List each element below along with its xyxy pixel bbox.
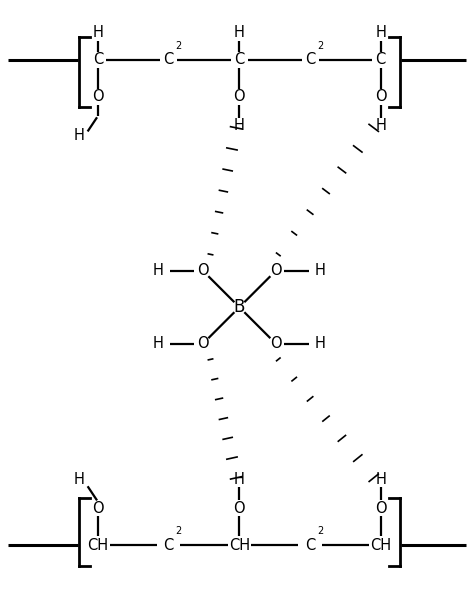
Text: H: H xyxy=(234,25,245,40)
Text: C: C xyxy=(375,52,386,67)
Text: H: H xyxy=(92,25,103,40)
Text: H: H xyxy=(153,336,164,352)
Text: CH: CH xyxy=(370,538,391,553)
Text: H: H xyxy=(73,128,84,143)
Text: O: O xyxy=(197,336,209,352)
Text: C: C xyxy=(164,538,174,553)
Text: CH: CH xyxy=(229,538,250,553)
Text: O: O xyxy=(234,89,245,104)
Text: H: H xyxy=(234,119,245,133)
Text: H: H xyxy=(315,263,326,278)
Text: O: O xyxy=(375,89,386,104)
Text: H: H xyxy=(153,263,164,278)
Text: O: O xyxy=(234,501,245,516)
Text: H: H xyxy=(375,25,386,40)
Text: O: O xyxy=(197,263,209,278)
Text: O: O xyxy=(375,501,386,516)
Text: C: C xyxy=(234,52,245,67)
Text: C: C xyxy=(93,52,103,67)
Text: O: O xyxy=(92,89,104,104)
Text: 2: 2 xyxy=(317,41,323,51)
Text: 2: 2 xyxy=(317,526,323,536)
Text: H: H xyxy=(375,472,386,486)
Text: H: H xyxy=(315,336,326,352)
Text: 2: 2 xyxy=(175,526,182,536)
Text: B: B xyxy=(234,298,245,316)
Text: C: C xyxy=(305,52,315,67)
Text: 2: 2 xyxy=(175,41,182,51)
Text: H: H xyxy=(234,472,245,486)
Text: O: O xyxy=(270,336,282,352)
Text: O: O xyxy=(270,263,282,278)
Text: CH: CH xyxy=(87,538,109,553)
Text: H: H xyxy=(73,472,84,486)
Text: C: C xyxy=(164,52,174,67)
Text: H: H xyxy=(375,119,386,133)
Text: O: O xyxy=(92,501,104,516)
Text: C: C xyxy=(305,538,315,553)
